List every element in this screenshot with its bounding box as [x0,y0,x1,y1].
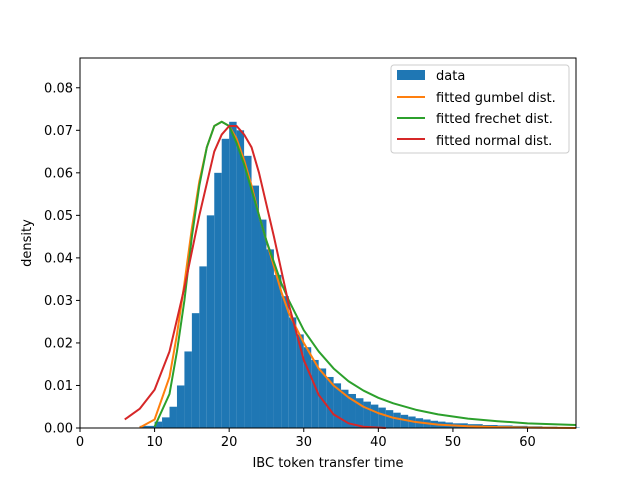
histogram-bar [139,425,155,428]
y-tick-label: 0.04 [44,251,73,266]
histogram-bar [333,383,342,428]
legend-label-gumbel: fitted gumbel dist. [436,91,556,106]
histogram-bar [176,385,185,428]
histogram-bar [288,317,297,428]
series-line-2 [124,125,386,429]
histogram-bar [355,398,364,428]
y-tick-label: 0.00 [44,422,73,437]
x-tick-label: 60 [519,435,536,450]
y-axis-title: density [20,219,35,267]
x-tick-label: 20 [221,435,238,450]
histogram-bar [311,359,319,428]
x-tick-label: 0 [76,435,84,450]
y-tick-label: 0.03 [44,294,73,309]
histogram-bar [162,417,170,428]
x-tick-label: 10 [146,435,163,450]
histogram-bar [341,389,349,428]
x-axis-title: IBC token transfer time [252,456,403,471]
y-tick-label: 0.08 [44,81,73,96]
histogram-bar [296,334,304,428]
histogram-bar [281,296,289,428]
histogram-bar [154,421,163,428]
histogram-bar [244,155,252,428]
histogram-bar [214,172,222,428]
histogram-bar [251,185,260,428]
histogram-bar [378,407,386,428]
histogram-bar [221,138,230,429]
histogram-bar [199,266,207,428]
histogram-bars [139,121,580,429]
y-axis-ticks: 0.00 0.01 0.02 0.03 0.04 0.05 0.06 0.07 0.08 [44,81,80,437]
legend-label-frechet: fitted frechet dist. [436,112,553,127]
legend-label-data: data [436,69,465,84]
plot-frame [79,57,577,429]
histogram-bar [273,274,282,428]
histogram-bar [326,376,334,428]
histogram-bar [229,121,237,428]
legend-frame [390,64,570,154]
x-axis-ticks: 0 10 20 30 40 50 60 [76,428,536,450]
y-tick-label: 0.07 [44,124,73,139]
y-tick-label: 0.05 [44,209,73,224]
histogram-bar [206,215,215,428]
histogram-bar [266,249,274,428]
fitted-curves [124,120,577,429]
histogram-bar [348,393,356,428]
histogram-bar [393,412,401,428]
histogram-bar [363,401,371,428]
series-line-1 [153,120,577,428]
histogram-bar [259,219,267,428]
histogram-bar [191,313,200,428]
y-tick-label: 0.01 [44,379,73,394]
legend-swatch-data [397,70,425,80]
x-tick-label: 50 [445,435,462,450]
y-tick-label: 0.02 [44,336,73,351]
x-tick-label: 40 [370,435,387,450]
histogram-bar [385,410,394,428]
histogram-bar [236,130,245,429]
x-tick-label: 30 [295,435,312,450]
y-tick-label: 0.06 [44,166,73,181]
legend-label-normal: fitted normal dist. [436,134,552,149]
histogram-bar [169,406,177,428]
histogram-bar [400,414,409,428]
histogram-bar [184,351,192,428]
legend: data fitted gumbel dist. fitted frechet … [390,64,570,154]
histogram-bar [303,347,312,428]
histogram-bar [370,404,379,428]
